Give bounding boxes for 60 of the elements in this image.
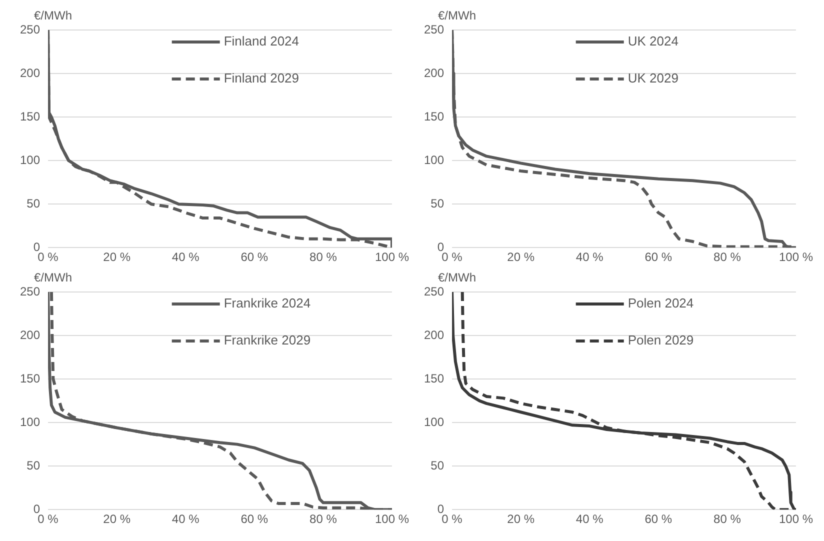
- y-tick-label: 250: [424, 284, 444, 298]
- x-tick-label: 20 %: [103, 512, 131, 526]
- y-tick-label: 200: [20, 328, 40, 342]
- y-tick-label: 150: [20, 371, 40, 386]
- x-tick-label: 80 %: [310, 250, 338, 264]
- x-tick-label: 80 %: [714, 512, 742, 526]
- y-tick-label: 50: [430, 196, 444, 210]
- x-tick-label: 60 %: [240, 250, 268, 264]
- y-tick-label: 200: [424, 328, 444, 342]
- x-tick-label: 60 %: [240, 512, 268, 526]
- x-tick-label: 100 %: [778, 250, 814, 264]
- y-tick-label: 0: [33, 240, 40, 254]
- x-tick-label: 20 %: [103, 250, 131, 264]
- legend-label: UK 2029: [628, 70, 678, 86]
- x-tick-label: 0 %: [442, 250, 463, 264]
- y-axis-title: €/MWh: [438, 270, 476, 284]
- legend-label: Polen 2029: [628, 332, 694, 348]
- y-tick-label: 100: [20, 152, 40, 167]
- y-tick-label: 50: [26, 458, 40, 472]
- y-axis-title: €/MWh: [438, 8, 476, 22]
- x-tick-label: 100 %: [374, 512, 410, 526]
- y-tick-label: 100: [424, 152, 444, 167]
- y-tick-label: 0: [437, 240, 444, 254]
- y-tick-label: 250: [20, 284, 40, 298]
- x-tick-label: 0 %: [442, 512, 463, 526]
- x-tick-label: 40 %: [576, 512, 604, 526]
- x-tick-label: 80 %: [714, 250, 742, 264]
- legend-label: UK 2024: [628, 34, 678, 49]
- legend-label: Polen 2024: [628, 296, 694, 311]
- y-tick-label: 0: [437, 502, 444, 516]
- legend-label: Frankrike 2024: [224, 296, 311, 311]
- y-tick-label: 150: [424, 109, 444, 124]
- legend-label: Finland 2024: [224, 34, 300, 49]
- legend-label: Frankrike 2029: [224, 332, 311, 348]
- x-tick-label: 20 %: [507, 250, 535, 264]
- x-tick-label: 100 %: [778, 512, 814, 526]
- y-tick-label: 250: [20, 22, 40, 36]
- x-tick-label: 60 %: [644, 512, 672, 526]
- y-tick-label: 0: [33, 502, 40, 516]
- x-tick-label: 0 %: [38, 250, 59, 264]
- y-axis-title: €/MWh: [34, 8, 72, 22]
- y-axis-title: €/MWh: [34, 270, 72, 284]
- x-tick-label: 40 %: [172, 512, 200, 526]
- x-tick-label: 100 %: [374, 250, 410, 264]
- x-tick-label: 40 %: [576, 250, 604, 264]
- y-tick-label: 150: [20, 109, 40, 124]
- y-tick-label: 150: [424, 371, 444, 386]
- y-tick-label: 50: [430, 458, 444, 472]
- x-tick-label: 40 %: [172, 250, 200, 264]
- x-tick-label: 20 %: [507, 512, 535, 526]
- y-tick-label: 100: [424, 414, 444, 429]
- y-tick-label: 200: [20, 66, 40, 80]
- x-tick-label: 60 %: [644, 250, 672, 264]
- legend-label: Finland 2029: [224, 70, 300, 86]
- y-tick-label: 100: [20, 414, 40, 429]
- y-tick-label: 250: [424, 22, 444, 36]
- x-tick-label: 0 %: [38, 512, 59, 526]
- y-tick-label: 200: [424, 66, 444, 80]
- x-tick-label: 80 %: [310, 512, 338, 526]
- y-tick-label: 50: [26, 196, 40, 210]
